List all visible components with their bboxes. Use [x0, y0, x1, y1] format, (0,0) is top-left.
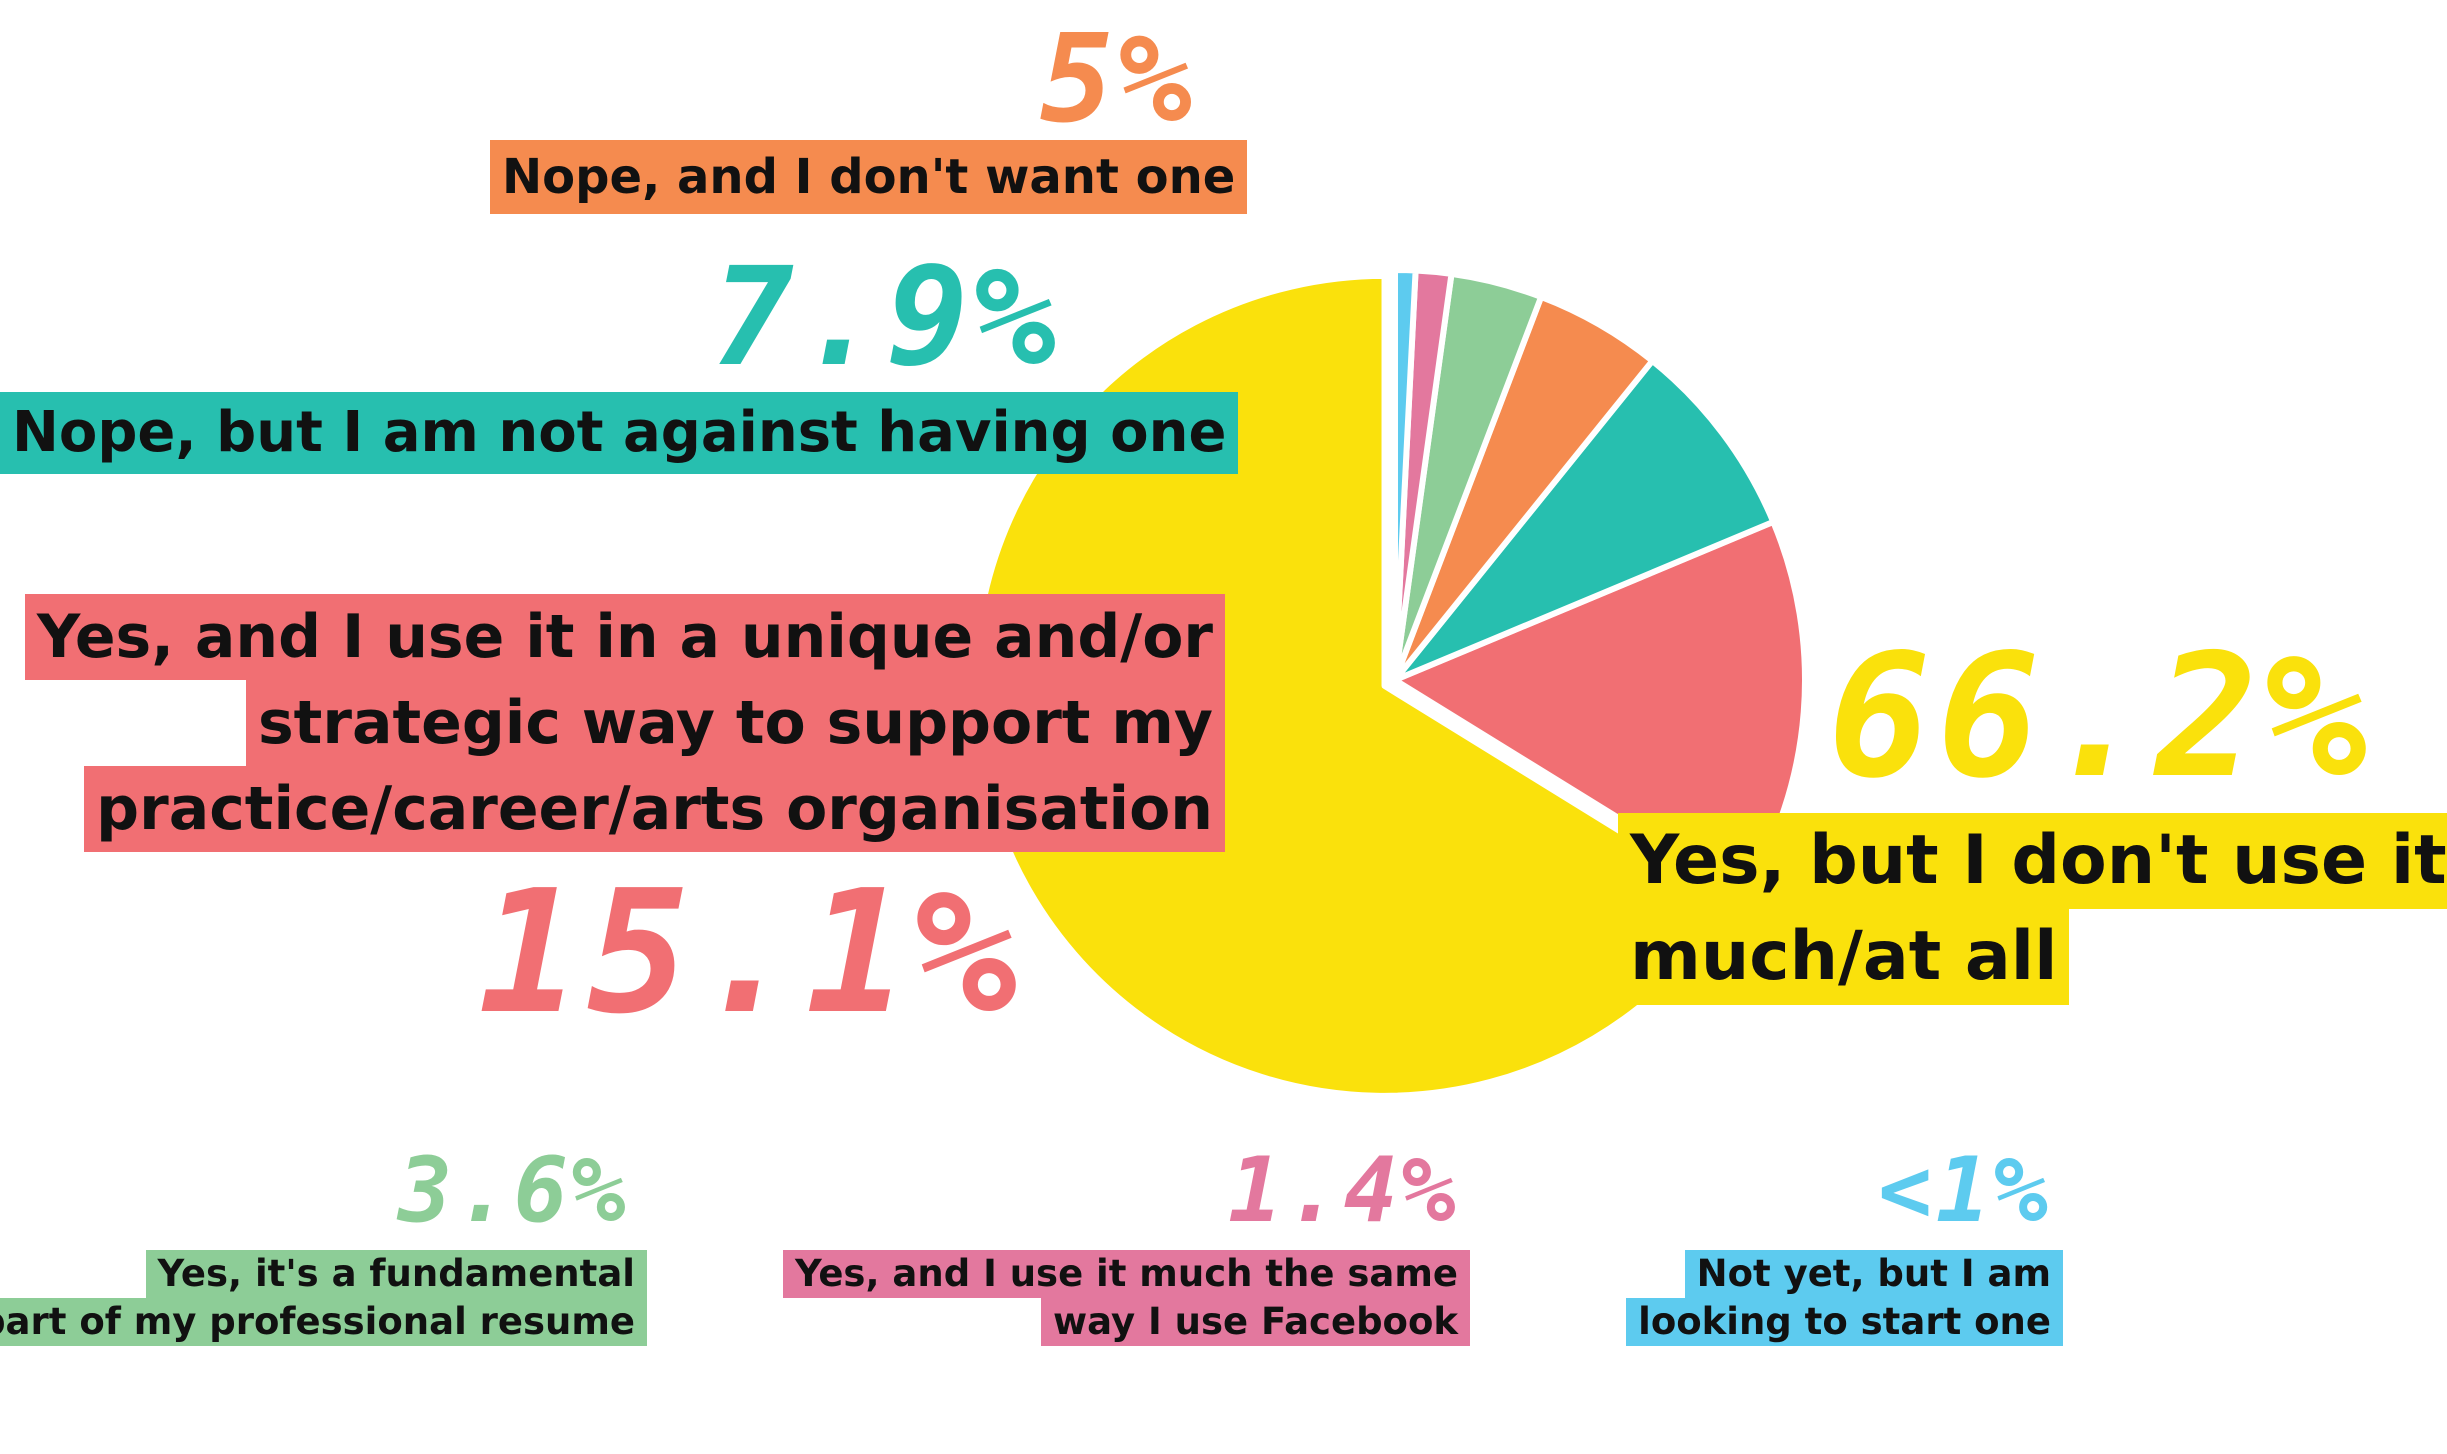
pie-slice-2	[1392, 357, 1777, 683]
yes-fundamental-label-line2: part of my professional resume	[0, 1298, 647, 1346]
nope-dont-want-label-line1: Nope, and I don't want one	[490, 140, 1248, 214]
yes-not-much-label-line2: much/at all	[1618, 909, 2070, 1005]
nope-not-against-percent: 7.9%	[712, 239, 1062, 397]
yes-strategic-label-line1: Yes, and I use it in a unique and/or	[24, 594, 1225, 680]
yes-strategic-label-line3: practice/career/arts organisation	[84, 766, 1225, 852]
yes-facebook-label-line1: Yes, and I use it much the same	[782, 1250, 1470, 1298]
pie-slice-6	[1392, 267, 1419, 683]
nope-dont-want-label: Nope, and I don't want one	[490, 140, 1248, 214]
not-yet-label-line1: Not yet, but I am	[1684, 1250, 2063, 1298]
nope-not-against-label: Nope, but I am not against having one	[0, 392, 1239, 474]
yes-facebook-label: Yes, and I use it much the same way I us…	[782, 1250, 1470, 1346]
yes-fundamental-label: Yes, it's a fundamental part of my profe…	[0, 1250, 647, 1346]
yes-strategic-label-line2: strategic way to support my	[245, 680, 1225, 766]
pie-slice-0	[971, 272, 1737, 1099]
not-yet-label: Not yet, but I am looking to start one	[1626, 1250, 2063, 1346]
yes-facebook-label-line2: way I use Facebook	[1040, 1298, 1470, 1346]
yes-strategic-label: Yes, and I use it in a unique and/or str…	[24, 594, 1225, 852]
yes-facebook-percent: 1.4%	[1228, 1138, 1460, 1243]
yes-strategic-percent: 15.1%	[478, 854, 1024, 1052]
yes-fundamental-label-line1: Yes, it's a fundamental	[145, 1250, 647, 1298]
nope-dont-want-percent: 5%	[1040, 8, 1197, 150]
not-yet-percent: <1%	[1878, 1138, 2052, 1243]
yes-not-much-percent: 66.2%	[1828, 618, 2374, 816]
nope-not-against-label-line1: Nope, but I am not against having one	[0, 392, 1239, 474]
yes-not-much-label: Yes, but I don't use it much/at all	[1618, 813, 2447, 1005]
yes-fundamental-percent: 3.6%	[398, 1138, 630, 1243]
not-yet-label-line2: looking to start one	[1626, 1298, 2063, 1346]
yes-not-much-label-line1: Yes, but I don't use it	[1618, 813, 2447, 909]
